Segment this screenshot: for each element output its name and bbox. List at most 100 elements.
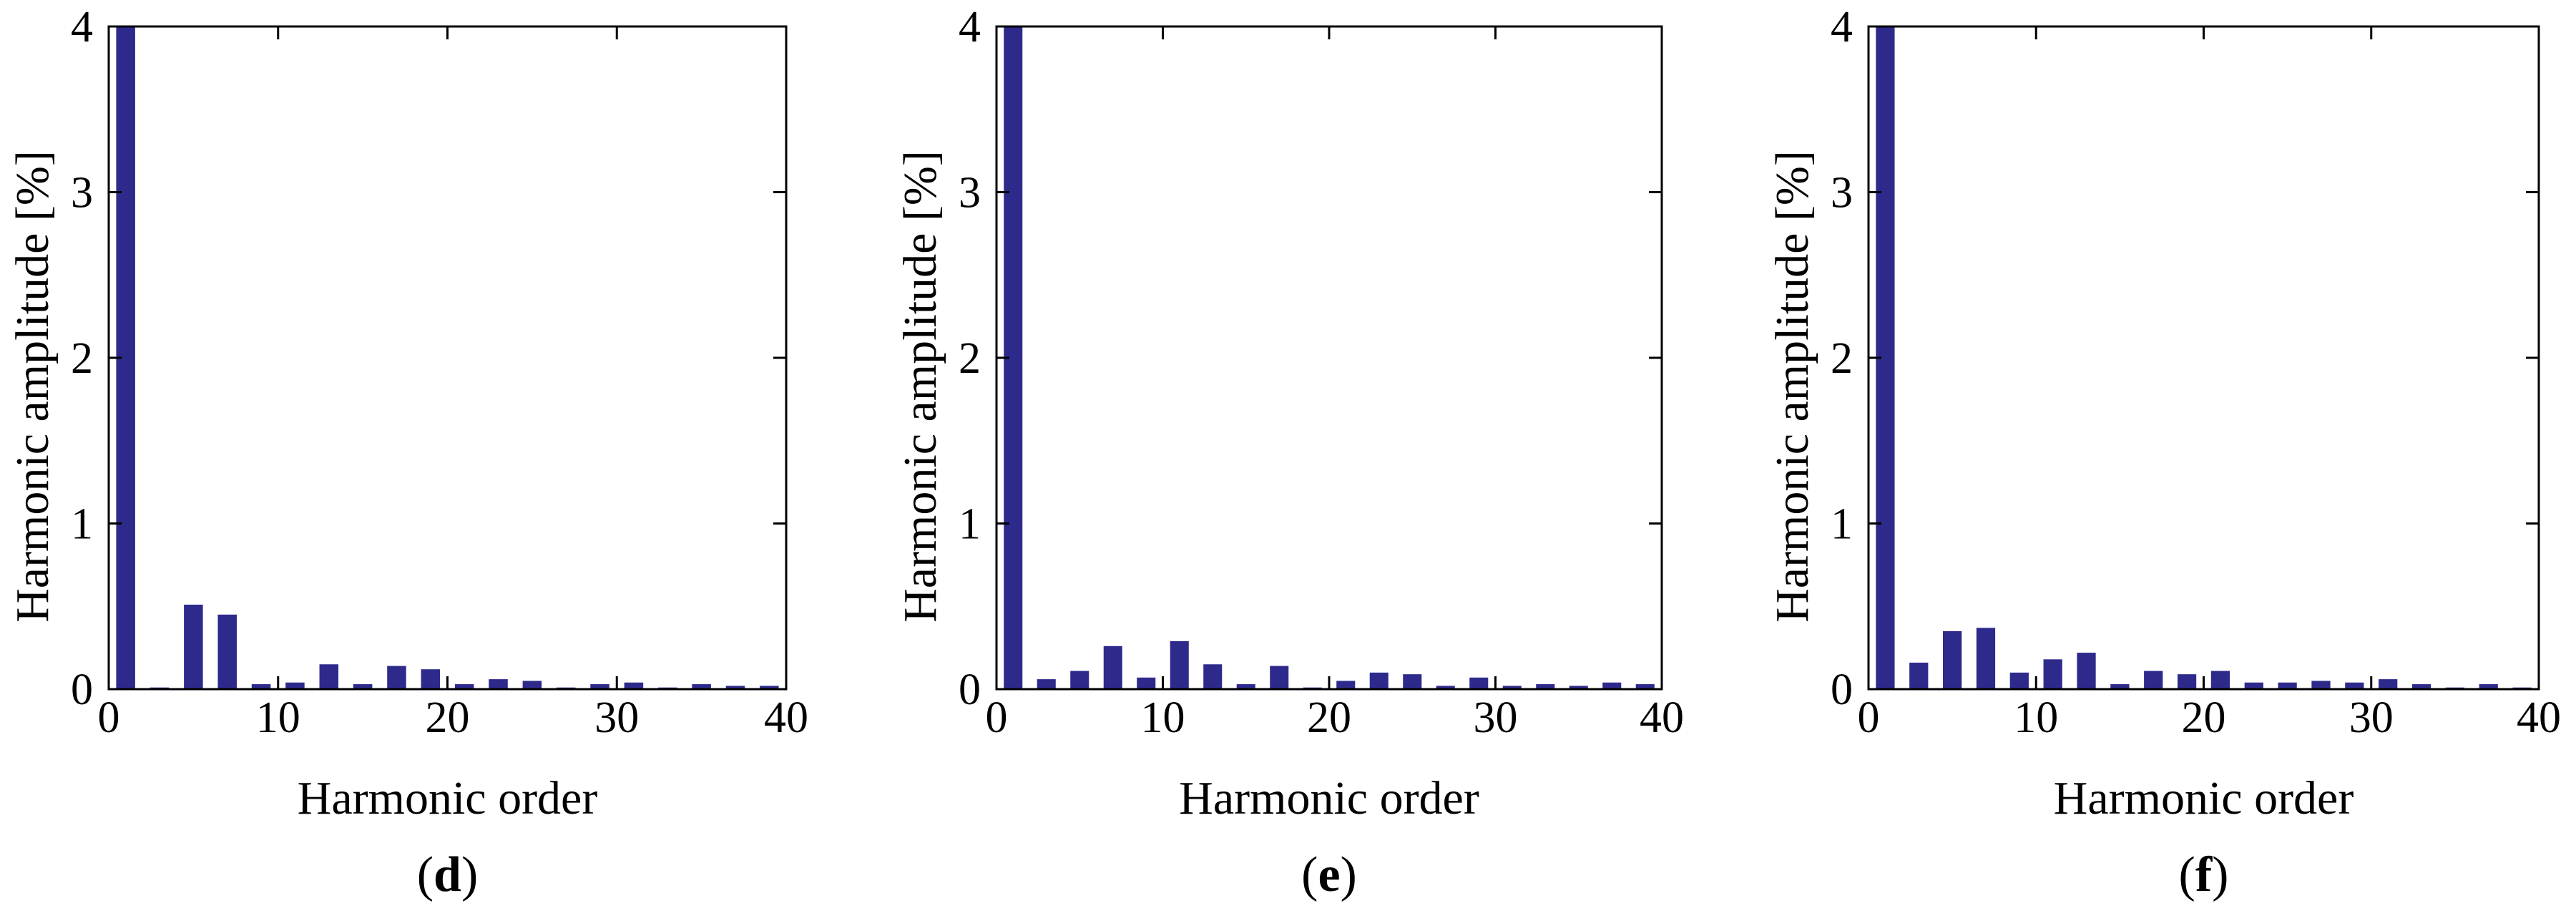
x-tick-label: 30 <box>2349 693 2394 742</box>
bar-h21 <box>1336 681 1356 689</box>
bar-h33 <box>2411 684 2431 689</box>
chart-panel-d: 0 10 20 30 40 0 1 2 3 4 Harmonic order Harmonic amp… <box>6 3 808 902</box>
bar-h33 <box>1536 684 1555 689</box>
bar-h31 <box>1502 686 1522 689</box>
x-tick-label: 10 <box>1141 693 1185 742</box>
bar-h5 <box>1070 671 1089 689</box>
bar-h15 <box>2110 684 2130 689</box>
bar-h19 <box>2177 674 2197 689</box>
bar-h23 <box>1369 672 1389 689</box>
bar-h37 <box>2479 684 2498 689</box>
x-tick-label: 10 <box>256 693 300 742</box>
bar-h25 <box>1403 674 1422 689</box>
bar-h3 <box>1909 662 1929 689</box>
bar-h29 <box>590 684 609 689</box>
axes-frame <box>995 25 1663 691</box>
y-tick-label: 3 <box>959 169 981 218</box>
y-tick-label: 3 <box>71 169 93 218</box>
bar-h39 <box>1635 684 1655 689</box>
y-tick-label: 2 <box>959 334 981 383</box>
bar-h27 <box>1436 686 1455 689</box>
bar-h39 <box>760 686 779 689</box>
bar-h35 <box>692 684 711 689</box>
bar-h13 <box>2077 653 2096 689</box>
bar-h7 <box>1976 628 1996 689</box>
y-tick-label: 3 <box>1831 169 1853 218</box>
bar-series <box>116 26 779 689</box>
bar-h11 <box>2043 659 2062 689</box>
x-axis-label: Harmonic order <box>1179 772 1479 824</box>
bar-h17 <box>1270 666 1289 689</box>
bar-h5 <box>1943 630 1962 689</box>
bar-h23 <box>489 679 508 689</box>
bar-h37 <box>1602 682 1622 689</box>
y-tick-label: 2 <box>1831 334 1853 383</box>
y-tick-label: 1 <box>959 500 981 549</box>
y-tick-label: 1 <box>71 500 93 549</box>
x-tick-label: 40 <box>2517 693 2561 742</box>
bar-h35 <box>1569 686 1588 689</box>
bar-h7 <box>1103 646 1122 689</box>
y-tick-label: 2 <box>71 334 93 383</box>
bar-h13 <box>319 664 339 689</box>
y-tick-label: 4 <box>1831 3 1853 52</box>
bar-h7 <box>217 614 237 689</box>
panel-label: (d) <box>417 847 479 902</box>
y-axis-label: Harmonic amplitude [%] <box>894 150 946 623</box>
panel-label: (f) <box>2179 847 2229 902</box>
x-tick-label: 0 <box>986 693 1008 742</box>
y-tick-label: 0 <box>959 666 981 714</box>
x-tick-label: 0 <box>98 693 120 742</box>
axes-frame <box>1867 25 2540 691</box>
bar-h29 <box>1469 677 1489 689</box>
x-tick-label: 30 <box>594 693 639 742</box>
panel-label: (e) <box>1301 847 1357 902</box>
bar-h17 <box>2144 671 2163 689</box>
bar-h29 <box>2345 682 2364 689</box>
y-axis-label: Harmonic amplitude [%] <box>1766 150 1818 623</box>
bar-h9 <box>1137 677 1156 689</box>
x-axis-label: Harmonic order <box>298 772 598 824</box>
x-tick-label: 30 <box>1474 693 1518 742</box>
y-tick-label: 4 <box>959 3 981 52</box>
bar-h9 <box>2009 672 2029 689</box>
x-tick-label: 40 <box>764 693 808 742</box>
bar-h3 <box>1037 679 1056 689</box>
x-tick-label: 40 <box>1640 693 1684 742</box>
bar-h15 <box>353 684 373 689</box>
bar-h37 <box>725 686 745 689</box>
bar-h17 <box>387 666 406 689</box>
x-tick-label: 10 <box>2014 693 2058 742</box>
bar-h15 <box>1236 684 1255 689</box>
bar-h19 <box>421 669 441 689</box>
axes-frame <box>107 25 788 691</box>
bar-h13 <box>1203 664 1223 689</box>
bar-series <box>1004 26 1655 689</box>
y-tick-label: 0 <box>1831 666 1853 714</box>
y-tick-label: 4 <box>71 3 93 52</box>
bar-h11 <box>285 682 305 689</box>
chart-panel-f: 0 10 20 30 40 0 1 2 3 4 Harmonic order Harmonic amp… <box>1766 3 2561 902</box>
y-axis-label: Harmonic amplitude [%] <box>6 150 59 623</box>
bar-h23 <box>2244 682 2263 689</box>
x-tick-label: 0 <box>1858 693 1880 742</box>
bar-h21 <box>2210 671 2230 689</box>
bar-h21 <box>454 684 474 689</box>
bar-h25 <box>2278 682 2297 689</box>
bar-series <box>1876 26 2532 689</box>
bar-h31 <box>624 682 644 689</box>
y-tick-label: 1 <box>1831 500 1853 549</box>
bar-h31 <box>2379 679 2398 689</box>
x-tick-label: 20 <box>1307 693 1351 742</box>
bar-h25 <box>522 681 542 689</box>
y-tick-label: 0 <box>71 666 93 714</box>
x-axis-label: Harmonic order <box>2054 772 2354 824</box>
x-tick-label: 20 <box>2182 693 2226 742</box>
chart-panel-e: 0 10 20 30 40 0 1 2 3 4 Harmonic order Harmonic amp… <box>894 3 1684 902</box>
bar-h27 <box>2311 681 2331 689</box>
bar-h9 <box>251 684 271 689</box>
bar-h5 <box>184 604 203 689</box>
x-tick-label: 20 <box>426 693 470 742</box>
bar-h11 <box>1170 640 1189 689</box>
